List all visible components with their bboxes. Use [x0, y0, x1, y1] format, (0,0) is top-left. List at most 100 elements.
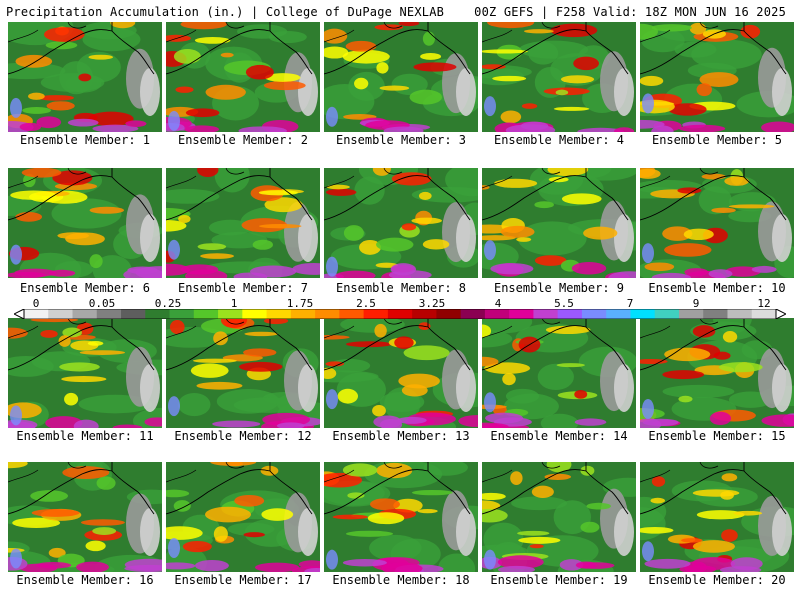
- colorbar-swatch: [315, 309, 340, 319]
- member-caption: Ensemble Member: 11: [16, 429, 154, 443]
- colorbar-swatch: [412, 309, 437, 319]
- ensemble-panel: [482, 22, 636, 132]
- ensemble-panel: [482, 168, 636, 278]
- precip-map: [8, 462, 162, 572]
- colorbar-swatch: [145, 309, 171, 319]
- colorbar-swatch: [533, 309, 559, 319]
- ensemble-panel: [482, 318, 636, 428]
- colorbar-swatch: [242, 309, 268, 319]
- precip-map: [482, 22, 636, 132]
- colorbar-swatch: [387, 309, 413, 319]
- colorbar-tick-label: 1.75: [286, 297, 314, 310]
- member-caption: Ensemble Member: 8: [335, 281, 467, 295]
- colorbar-tick-label: 7: [626, 297, 634, 310]
- ensemble-panel: [8, 318, 162, 428]
- precip-map: [166, 22, 320, 132]
- ensemble-panel: [640, 22, 794, 132]
- precip-map: [482, 318, 636, 428]
- member-caption: Ensemble Member: 20: [648, 573, 786, 587]
- colorbar-swatch: [581, 309, 607, 319]
- member-caption: Ensemble Member: 16: [16, 573, 154, 587]
- precip-map: [8, 168, 162, 278]
- ensemble-panel: [324, 168, 478, 278]
- precip-map: [166, 168, 320, 278]
- colorbar-swatch: [193, 309, 219, 319]
- colorbar-labels: 0 0.05 0.25 1 1.75 2.5 3.25 4 5.5 7 9 12: [0, 297, 800, 311]
- colorbar-tick-label: 3.25: [418, 297, 446, 310]
- member-caption: Ensemble Member: 7: [177, 281, 309, 295]
- colorbar-tick-label: 2.5: [356, 297, 376, 310]
- colorbar-swatch: [363, 309, 389, 319]
- ensemble-panel: [166, 22, 320, 132]
- colorbar-tick-label: 0: [32, 297, 40, 310]
- member-caption: Ensemble Member: 17: [174, 573, 312, 587]
- precip-map: [482, 168, 636, 278]
- colorbar-tick-label: 9: [692, 297, 700, 310]
- colorbar-swatch: [606, 309, 631, 319]
- ensemble-panel: [324, 462, 478, 572]
- member-caption: Ensemble Member: 4: [493, 133, 625, 147]
- colorbar-swatch: [169, 309, 195, 319]
- colorbar-tick-label: 12: [757, 297, 771, 310]
- precip-map: [8, 22, 162, 132]
- colorbar-swatch: [266, 309, 292, 319]
- colorbar-swatch: [557, 309, 583, 319]
- colorbar-swatch: [751, 309, 777, 319]
- member-caption: Ensemble Member: 3: [335, 133, 467, 147]
- member-caption: Ensemble Member: 12: [174, 429, 312, 443]
- member-caption: Ensemble Member: 1: [19, 133, 151, 147]
- precip-map: [640, 22, 794, 132]
- ensemble-panel: [8, 168, 162, 278]
- colorbar-swatch: [630, 309, 656, 319]
- colorbar-tick-label: 0.25: [154, 297, 182, 310]
- precip-map: [8, 318, 162, 428]
- colorbar-min-arrow: [14, 309, 25, 319]
- precip-map: [640, 168, 794, 278]
- precip-map: [324, 318, 478, 428]
- member-caption: Ensemble Member: 5: [651, 133, 783, 147]
- precip-map: [324, 22, 478, 132]
- colorbar-swatch: [654, 309, 680, 319]
- member-caption: Ensemble Member: 13: [332, 429, 470, 443]
- colorbar-swatch: [24, 309, 49, 319]
- colorbar-tick-label: 1: [230, 297, 238, 310]
- colorbar-swatch: [48, 309, 74, 319]
- colorbar-swatch: [460, 309, 486, 319]
- colorbar-swatch: [96, 309, 122, 319]
- ensemble-panel: [640, 318, 794, 428]
- member-caption: Ensemble Member: 15: [648, 429, 786, 443]
- colorbar-swatch: [509, 309, 534, 319]
- ensemble-panel: [8, 22, 162, 132]
- colorbar-swatch: [436, 309, 462, 319]
- colorbar: [14, 309, 786, 319]
- precip-map: [166, 318, 320, 428]
- precip-map: [324, 168, 478, 278]
- map-title: Precipitation Accumulation (in.) | Colle…: [6, 5, 445, 19]
- ensemble-panel: [482, 462, 636, 572]
- colorbar-swatch: [678, 309, 704, 319]
- precip-map: [324, 462, 478, 572]
- member-caption: Ensemble Member: 9: [493, 281, 625, 295]
- precip-map: [640, 318, 794, 428]
- colorbar-tick-label: 0.05: [88, 297, 116, 310]
- run-info: 00Z GEFS | F258 Valid: 18Z MON JUN 16 20…: [474, 5, 786, 19]
- colorbar-tick-label: 4: [494, 297, 502, 310]
- colorbar-swatch: [484, 309, 510, 319]
- ensemble-panel: [640, 462, 794, 572]
- member-caption: Ensemble Member: 19: [490, 573, 628, 587]
- colorbar-swatch: [339, 309, 365, 319]
- member-caption: Ensemble Member: 6: [19, 281, 151, 295]
- ensemble-panel: [324, 318, 478, 428]
- ensemble-panel: [166, 168, 320, 278]
- ensemble-panel: [8, 462, 162, 572]
- member-caption: Ensemble Member: 10: [648, 281, 786, 295]
- member-caption: Ensemble Member: 18: [332, 573, 470, 587]
- ensemble-panel: [166, 318, 320, 428]
- colorbar-swatch: [218, 309, 243, 319]
- colorbar-swatch: [290, 309, 316, 319]
- colorbar-tick-label: 5.5: [554, 297, 574, 310]
- colorbar-swatch: [72, 309, 98, 319]
- ensemble-panel: [166, 462, 320, 572]
- precip-map: [166, 462, 320, 572]
- ensemble-panel: [640, 168, 794, 278]
